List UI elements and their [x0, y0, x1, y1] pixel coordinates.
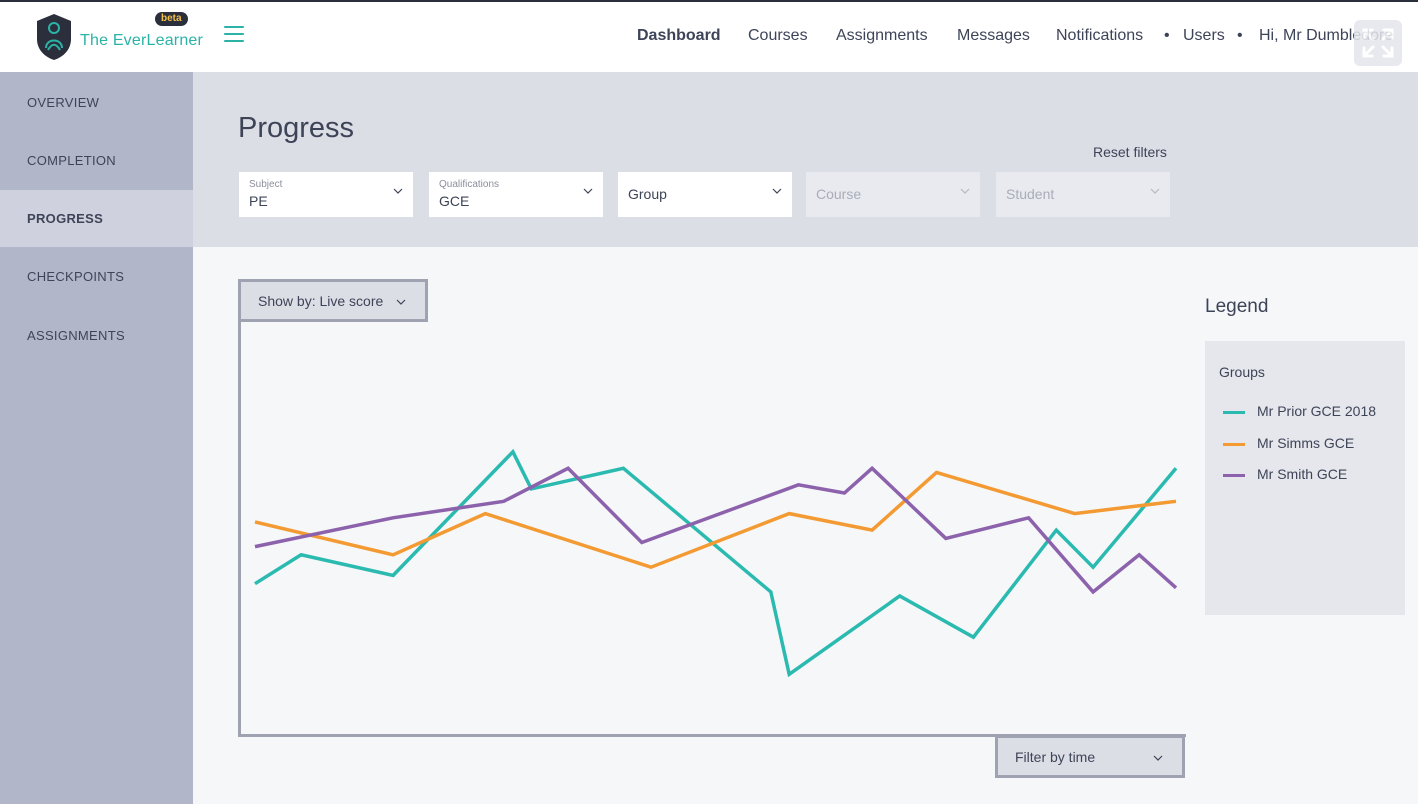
student-select: Student — [996, 172, 1170, 217]
series-line-3 — [254, 465, 1178, 595]
sidebar-item-assignments[interactable]: ASSIGNMENTS — [27, 328, 125, 343]
fullscreen-icon[interactable] — [1354, 20, 1402, 66]
legend-swatch — [1223, 474, 1245, 477]
student-select-value: Student — [1006, 186, 1055, 202]
legend-series-name: Mr Simms GCE — [1257, 435, 1355, 451]
nav-courses[interactable]: Courses — [748, 27, 808, 44]
filter-by-time-label: Filter by time — [1015, 749, 1096, 765]
qualifications-select[interactable]: Qualifications GCE — [429, 172, 603, 217]
nav-assignments[interactable]: Assignments — [836, 27, 928, 44]
hamburger-menu-icon[interactable] — [224, 26, 244, 44]
course-select: Course — [806, 172, 980, 217]
chevron-down-icon — [396, 299, 406, 305]
chevron-down-icon — [393, 188, 403, 194]
group-select-value: Group — [628, 186, 667, 202]
nav-messages[interactable]: Messages — [957, 27, 1030, 44]
legend-series-name: Mr Smith GCE — [1257, 466, 1348, 482]
sidebar: OVERVIEW COMPLETION PROGRESS CHECKPOINTS… — [0, 72, 193, 804]
nav-users[interactable]: Users — [1183, 27, 1225, 44]
brand-name[interactable]: The EverLearner — [80, 32, 204, 49]
course-select-value: Course — [816, 186, 862, 202]
page-title: Progress — [238, 112, 355, 144]
nav-separator: • — [1164, 27, 1170, 44]
show-by-label: Show by: Live score — [258, 293, 384, 309]
chevron-down-icon — [1153, 755, 1163, 761]
beta-badge: beta — [155, 12, 188, 26]
filter-header — [193, 72, 1418, 247]
nav-dashboard[interactable]: Dashboard — [637, 27, 721, 44]
everlearner-logo-icon[interactable] — [34, 12, 74, 62]
series-line-2 — [254, 470, 1177, 570]
legend-box: Groups Mr Prior GCE 2018 Mr Simms GCE Mr… — [1205, 341, 1405, 615]
chevron-down-icon — [960, 188, 970, 194]
legend-series-name: Mr Prior GCE 2018 — [1257, 403, 1377, 419]
top-navigation-bar: The EverLearner beta Dashboard Courses A… — [0, 0, 1418, 72]
legend-title: Legend — [1205, 296, 1269, 317]
reset-filters-link[interactable]: Reset filters — [1093, 144, 1167, 160]
sidebar-item-progress[interactable]: PROGRESS — [0, 190, 193, 247]
nav-notifications[interactable]: Notifications — [1056, 27, 1144, 44]
subject-select-label: Subject — [249, 179, 283, 190]
chevron-down-icon — [1150, 188, 1160, 194]
subject-select-value: PE — [249, 193, 268, 209]
group-select[interactable]: Group — [618, 172, 792, 217]
sidebar-item-overview[interactable]: OVERVIEW — [27, 95, 100, 110]
filter-by-time-dropdown[interactable]: Filter by time — [995, 735, 1185, 778]
chevron-down-icon — [772, 188, 782, 194]
sidebar-item-completion[interactable]: COMPLETION — [27, 153, 116, 168]
qualifications-select-label: Qualifications — [439, 179, 500, 190]
chart-frame — [238, 280, 1186, 737]
show-by-dropdown[interactable]: Show by: Live score — [238, 279, 428, 322]
chevron-down-icon — [583, 188, 593, 194]
subject-select[interactable]: Subject PE — [239, 172, 413, 217]
nav-separator: • — [1237, 27, 1243, 44]
legend-swatch — [1223, 411, 1245, 414]
legend-subtitle: Groups — [1219, 364, 1265, 380]
qualifications-select-value: GCE — [439, 193, 470, 209]
legend-swatch — [1223, 443, 1245, 446]
sidebar-item-checkpoints[interactable]: CHECKPOINTS — [27, 269, 125, 284]
series-line-1 — [254, 448, 1178, 678]
